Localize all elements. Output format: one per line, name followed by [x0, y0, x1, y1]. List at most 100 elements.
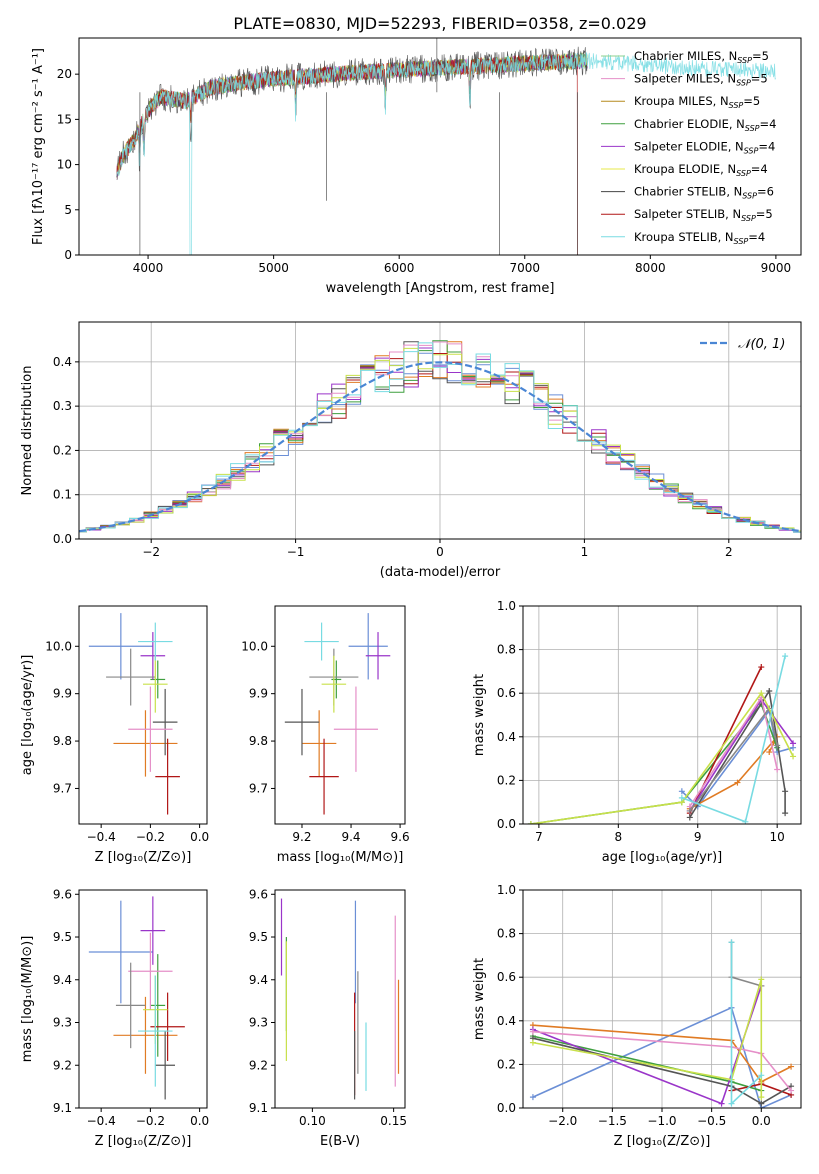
x-axis-label: (data-model)/error: [380, 565, 501, 580]
y-tick-label: 9.9: [249, 687, 268, 701]
weight-marker: [758, 1072, 765, 1079]
legend-entry: Chabrier STELIB, NSSP=6: [634, 185, 774, 201]
weight-marker: [529, 1039, 536, 1046]
weight-series: [532, 1037, 792, 1105]
y-tick-label: 9.6: [249, 887, 268, 901]
weight-marker: [766, 688, 773, 695]
weight-marker: [788, 1063, 795, 1070]
x-tick-label: 2: [725, 545, 733, 559]
y-tick-label: 9.6: [53, 887, 72, 901]
x-tick-label: 7000: [509, 261, 540, 275]
normal-distribution-curve: [79, 361, 801, 533]
histogram-series: [79, 352, 801, 533]
y-tick-label: 9.1: [249, 1101, 268, 1115]
legend-entry: Salpeter ELODIE, NSSP=4: [634, 139, 775, 155]
weight-marker: [527, 821, 534, 824]
x-tick-label: 9000: [761, 261, 792, 275]
mass-vs-extinction-panel: 0.10 0.15 9.1 9.2 9.3 9.4 9.5 9.6 E(B-V): [249, 887, 407, 1149]
y-tick-label: 9.2: [53, 1058, 72, 1072]
legend-entry: Salpeter STELIB, NSSP=5: [634, 207, 773, 223]
weight-marker: [678, 794, 685, 801]
weight-marker: [758, 976, 765, 983]
weight-series: [532, 1024, 792, 1083]
legend-entry: Kroupa ELODIE, NSSP=4: [634, 162, 768, 178]
age-vs-mass-panel: 9.2 9.4 9.6 9.7 9.8 9.9 10.0 mass [log₁₀(M/M⊙)]: [241, 605, 410, 865]
y-tick-label: 9.7: [249, 781, 268, 795]
x-tick-label: 10: [770, 830, 785, 844]
plot-area: [529, 939, 795, 1108]
weight-marker: [774, 766, 781, 773]
plot-frame: [522, 889, 802, 1109]
y-axis-label: age [log₁₀(age/yr)]: [20, 655, 35, 776]
y-tick-label: 9.8: [249, 734, 268, 748]
weight-series: [730, 942, 762, 987]
histogram-series: [79, 347, 801, 533]
y-axis-label: mass [log₁₀(M/M⊙)]: [20, 936, 35, 1063]
x-tick-label: −2.0: [548, 1114, 577, 1128]
y-tick-label: 0.8: [497, 927, 516, 941]
y-tick-label: 9.7: [53, 781, 72, 795]
plot-frame: [522, 605, 802, 825]
y-tick-label: 0.2: [497, 773, 516, 787]
spectrum-series: [116, 53, 578, 255]
weight-marker: [758, 690, 765, 697]
x-tick-label: −2: [142, 545, 160, 559]
y-tick-label: 1.0: [497, 883, 516, 897]
legend-entry: Kroupa MILES, NSSP=5: [634, 94, 760, 110]
x-tick-label: 0.0: [752, 1114, 771, 1128]
age-vs-metallicity-panel: −0.4 −0.2 0.0 9.7 9.8 9.9 10.0 Z [log₁₀(Z/Z⊙)] a…: [20, 605, 209, 865]
plot-area: [280, 898, 400, 1100]
x-tick-label: 0.0: [190, 830, 209, 844]
weight-series: [532, 979, 763, 1098]
legend-entry: Kroupa STELIB, NSSP=4: [634, 230, 765, 246]
x-axis-label: Z [log₁₀(Z/Z⊙)]: [95, 1134, 192, 1149]
plot-frame: [78, 889, 208, 1109]
x-tick-label: 0: [436, 545, 444, 559]
y-tick-label: 9.4: [53, 973, 72, 987]
weight-series: [532, 1030, 792, 1092]
residual-histogram-panel: −2 −1 0 1 2 0.0 0.1 0.2 0.3 0.4 (data-model)/error…: [20, 321, 802, 580]
x-axis-label: mass [log₁₀(M/M⊙)]: [277, 850, 404, 865]
mass-vs-metallicity-panel: −0.4 −0.2 0.0 9.1 9.2 9.3 9.4 9.5 9.6 Z [log₁₀(Z/…: [20, 887, 209, 1149]
x-tick-label: −1.5: [598, 1114, 627, 1128]
x-tick-label: 1: [581, 545, 589, 559]
x-tick-label: 9.6: [391, 830, 410, 844]
figure-title: PLATE=0830, MJD=52293, FIBERID=0358, z=0…: [233, 14, 646, 33]
y-tick-label: 9.2: [249, 1058, 268, 1072]
plot-frame: [274, 889, 406, 1109]
x-tick-label: −0.2: [136, 830, 165, 844]
x-tick-label: 6000: [384, 261, 415, 275]
weight-marker: [758, 1094, 765, 1101]
x-tick-label: −0.2: [136, 1114, 165, 1128]
y-tick-label: 0.0: [497, 1101, 516, 1115]
y-tick-label: 0.0: [53, 532, 72, 546]
x-tick-label: 9.2: [292, 830, 311, 844]
y-tick-label: 9.3: [53, 1016, 72, 1030]
x-tick-label: 0.15: [380, 1114, 407, 1128]
weight-marker: [734, 779, 741, 786]
y-tick-label: 0.4: [497, 730, 516, 744]
legend-entry: 𝒩(0, 1): [738, 337, 785, 352]
x-tick-label: 0.0: [190, 1114, 209, 1128]
histogram-series: [79, 353, 801, 533]
y-tick-label: 9.5: [249, 930, 268, 944]
x-axis-label: age [log₁₀(age/yr)]: [602, 850, 723, 865]
y-tick-label: 9.5: [53, 930, 72, 944]
plot-frame: [78, 605, 208, 825]
weight-marker: [758, 664, 765, 671]
x-tick-label: −0.5: [697, 1114, 726, 1128]
plot-area: [79, 340, 801, 533]
mass-weight-vs-age-panel: 7 8 9 10 0.0 0.2 0.4 0.6 0.8 1.0 age [log₁₀(age/yr…: [472, 599, 802, 865]
x-tick-label: 9.4: [341, 830, 360, 844]
x-tick-label: 7: [535, 830, 543, 844]
weight-marker: [686, 814, 693, 821]
x-tick-label: 4000: [133, 261, 164, 275]
x-axis-label: E(B-V): [320, 1134, 360, 1149]
plot-frame: [274, 605, 406, 825]
plot-area: [88, 896, 185, 1100]
x-tick-label: −0.4: [87, 830, 116, 844]
weight-series: [689, 688, 786, 818]
y-tick-label: 0.1: [53, 488, 72, 502]
spectrum-panel: 4000 5000 6000 7000 8000 9000 0 5 10 15 20 waveleng…: [31, 37, 802, 296]
weight-series: [530, 691, 794, 824]
